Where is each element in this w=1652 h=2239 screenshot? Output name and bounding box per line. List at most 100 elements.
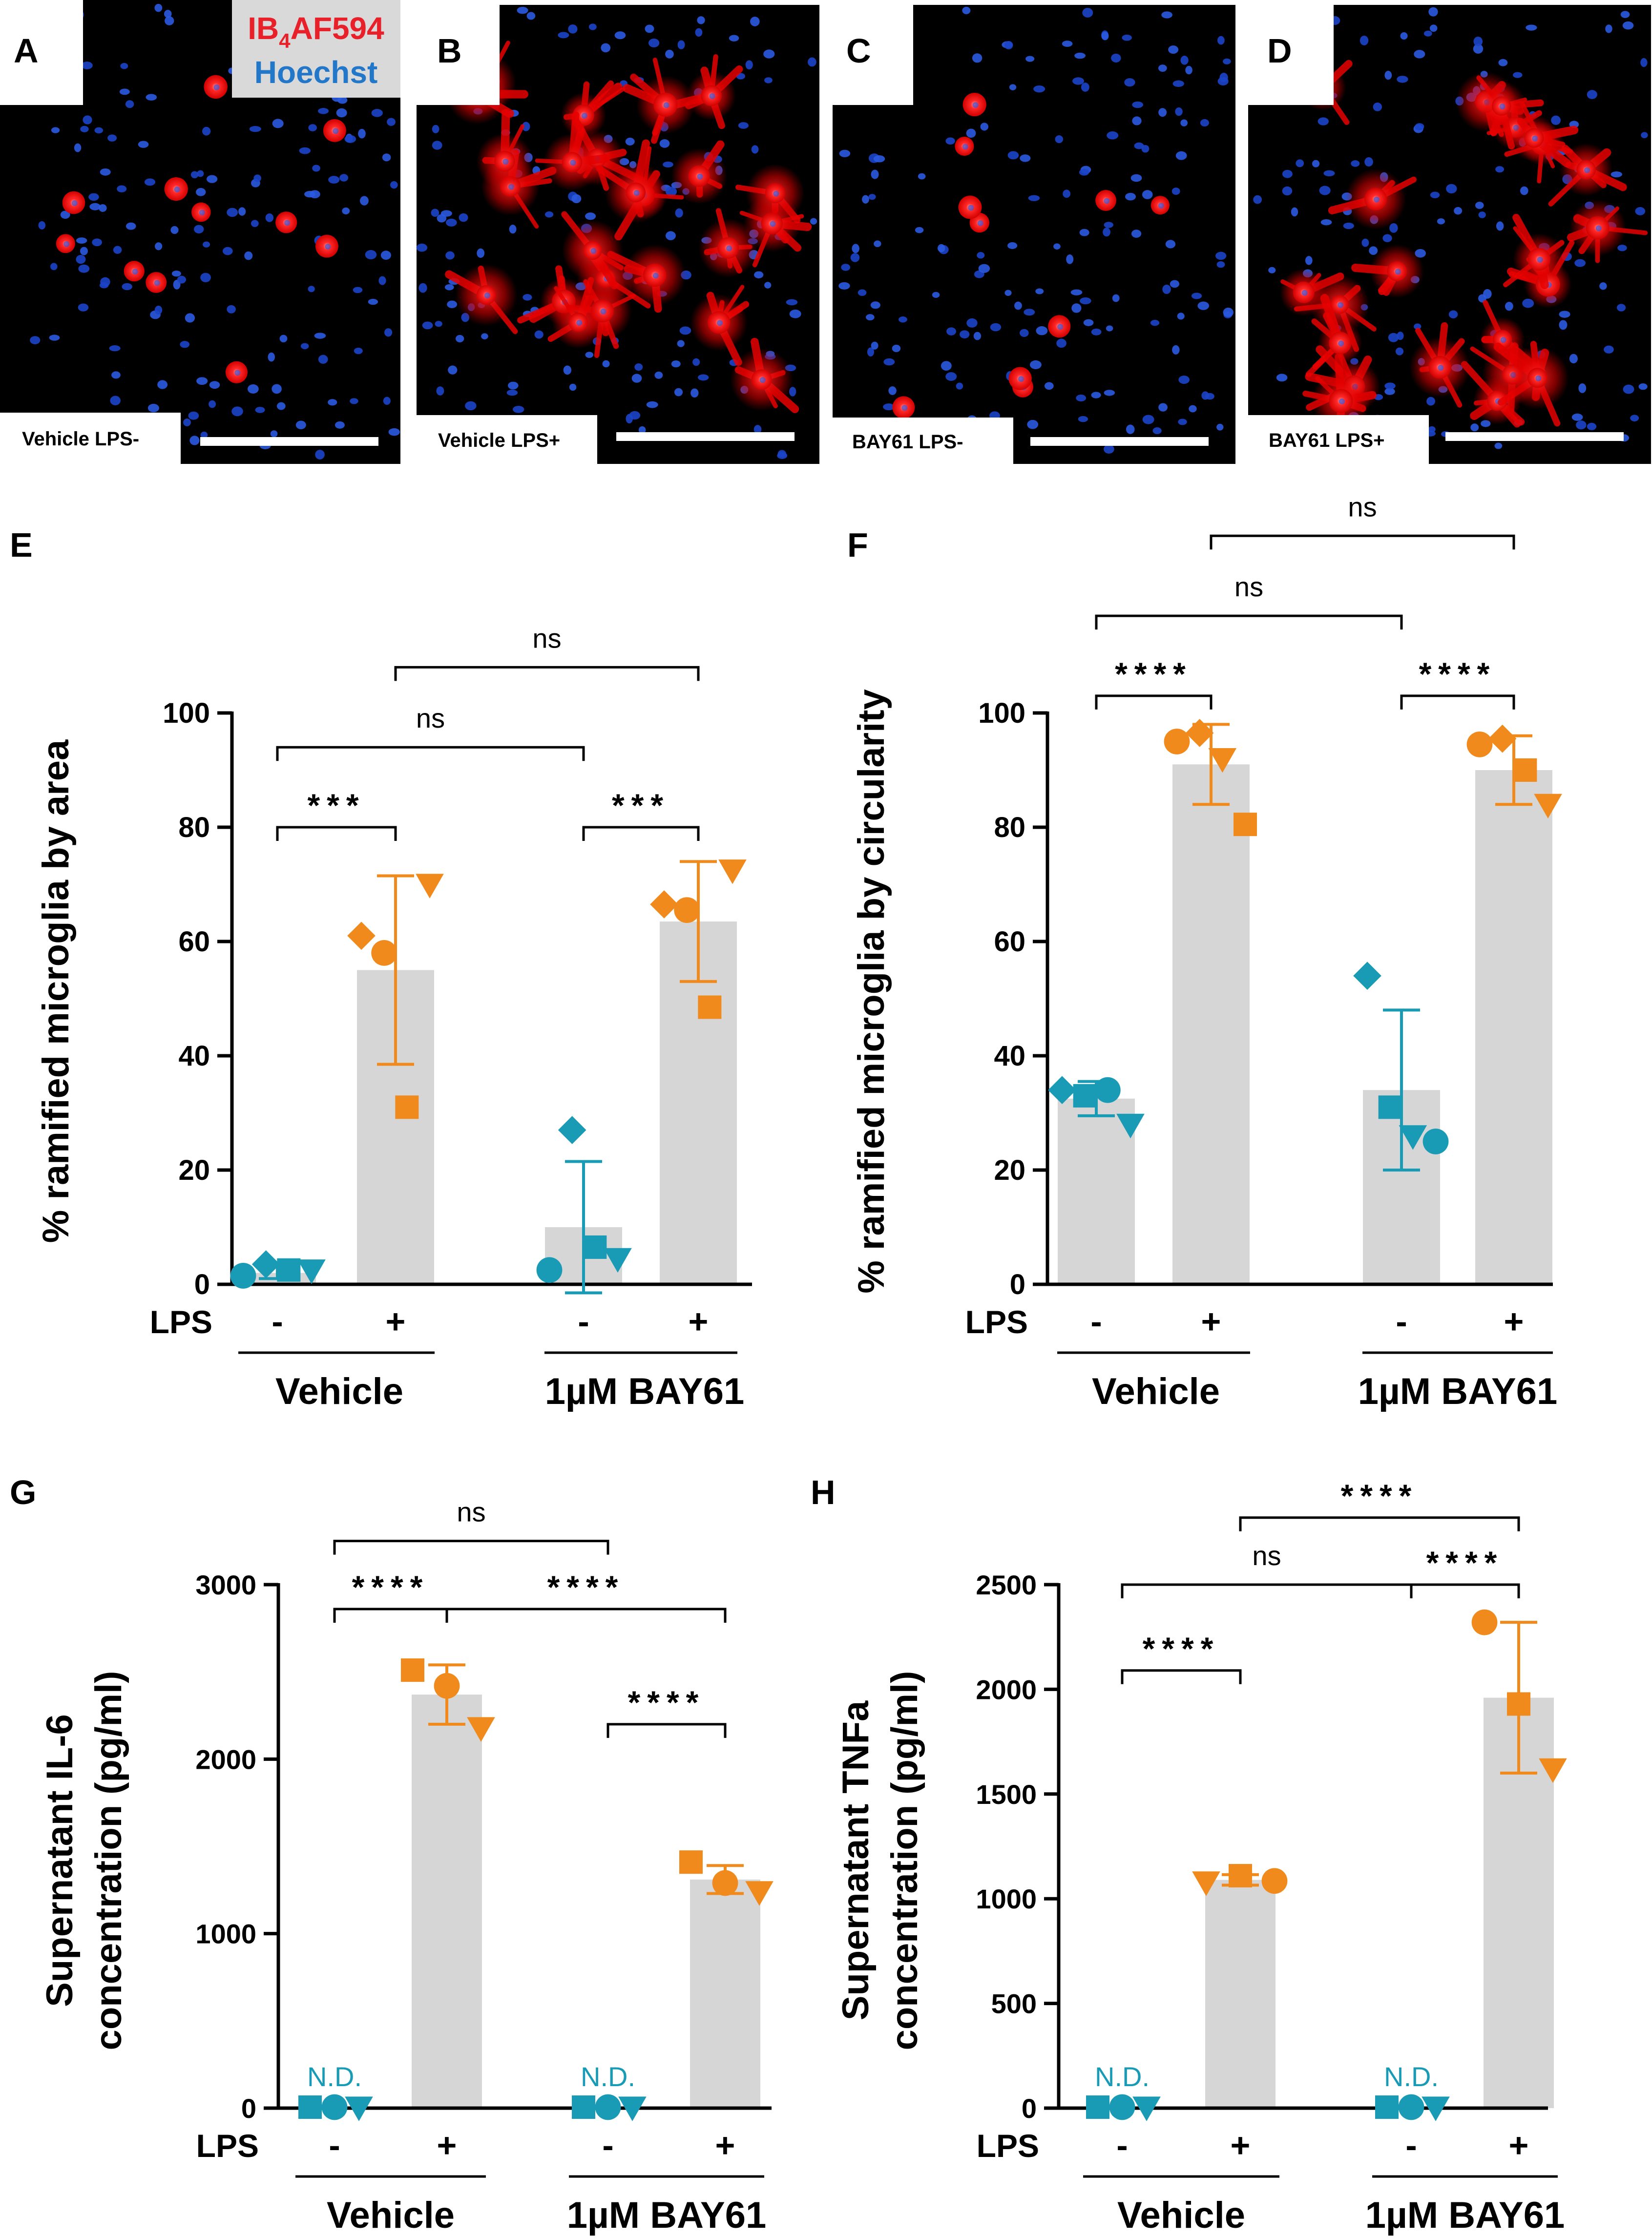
- nucleus: [76, 254, 86, 264]
- microglia-cell: [1510, 114, 1579, 167]
- nucleus: [1071, 303, 1082, 313]
- cell-nucleus: [234, 370, 241, 376]
- nucleus: [308, 124, 317, 131]
- nucleus: [154, 305, 163, 314]
- nucleus: [312, 165, 320, 172]
- nucleus: [1180, 119, 1188, 126]
- y-tick-label: 0: [241, 2093, 256, 2124]
- nucleus: [436, 386, 444, 396]
- data-point-circle: [1466, 731, 1493, 757]
- nucleus: [431, 209, 439, 217]
- nucleus: [83, 115, 92, 125]
- data-point-circle: [1094, 1077, 1121, 1103]
- cell-nucleus: [174, 187, 180, 193]
- cell-nucleus: [576, 319, 583, 326]
- data-point-triangle: [467, 1717, 495, 1742]
- nuclei-layer: [836, 6, 1234, 454]
- lps-sign: +: [1504, 1302, 1524, 1340]
- significance-bracket: ns: [1121, 1540, 1413, 1598]
- nucleus: [1617, 245, 1627, 251]
- panel-label-c: C: [846, 32, 871, 70]
- nucleus: [1423, 30, 1432, 37]
- data-point-circle: [371, 940, 397, 966]
- nucleus: [675, 208, 683, 218]
- significance-label: ****: [1426, 1545, 1504, 1581]
- significance-label: ****: [1341, 1478, 1419, 1514]
- nucleus: [1551, 115, 1561, 125]
- nucleus: [1055, 135, 1064, 144]
- nucleus: [602, 360, 610, 368]
- microglia-cell: [561, 211, 624, 290]
- nucleus: [1483, 289, 1492, 299]
- microglia-cell: [124, 261, 145, 282]
- nucleus: [335, 421, 345, 429]
- nucleus: [1172, 80, 1184, 87]
- nucleus: [446, 218, 457, 227]
- nucleus: [977, 252, 985, 259]
- nucleus: [1622, 21, 1634, 30]
- nucleus: [1574, 259, 1586, 267]
- nucleus: [1616, 304, 1626, 312]
- nucleus: [272, 384, 282, 394]
- nucleus: [867, 347, 875, 356]
- nucleus: [1141, 145, 1150, 153]
- nucleus: [1373, 103, 1382, 111]
- nucleus: [1389, 223, 1398, 233]
- nucleus: [337, 96, 348, 104]
- nucleus: [314, 333, 326, 339]
- nucleus: [972, 53, 983, 63]
- scale-bar: [1445, 432, 1624, 441]
- microglia-cell: [1328, 168, 1417, 230]
- nucleus: [88, 193, 99, 201]
- significance-bracket: ****: [1410, 1545, 1520, 1598]
- nucleus: [365, 250, 377, 260]
- scale-bar: [200, 437, 378, 446]
- nucleus: [1429, 24, 1438, 32]
- significance-label: ****: [1143, 1631, 1220, 1667]
- nucleus: [339, 174, 349, 182]
- nucleus: [1635, 207, 1646, 215]
- nucleus: [119, 88, 130, 95]
- nucleus: [665, 49, 674, 59]
- data-point-square: [401, 1658, 424, 1682]
- nucleus: [268, 352, 275, 362]
- stain-legend-box: [232, 0, 400, 98]
- nucleus: [38, 221, 46, 230]
- significance-label: ****: [628, 1684, 706, 1720]
- lps-sign: -: [1116, 2126, 1128, 2164]
- error-bar: [680, 860, 717, 983]
- nucleus: [1158, 403, 1168, 412]
- cell-nucleus: [1018, 376, 1025, 382]
- nucleus: [883, 358, 895, 366]
- nucleus: [523, 294, 532, 301]
- nucleus: [506, 389, 518, 396]
- y-tick-label: 100: [978, 697, 1025, 729]
- nucleus: [698, 374, 709, 381]
- nucleus: [255, 407, 265, 413]
- nucleus: [1175, 107, 1183, 116]
- nucleus: [522, 122, 530, 131]
- microglia-cell: [1048, 315, 1071, 338]
- nucleus: [1078, 416, 1088, 422]
- lps-sign: +: [689, 1302, 709, 1340]
- nucleus: [786, 299, 798, 306]
- nucleus: [253, 174, 261, 182]
- nucleus: [80, 126, 89, 132]
- nucleus: [588, 23, 597, 30]
- cell-nucleus: [633, 190, 640, 196]
- nucleus: [1559, 320, 1568, 330]
- microglia-cell: [1008, 367, 1032, 390]
- microglia-cell: [1567, 199, 1648, 263]
- nucleus: [1282, 186, 1293, 196]
- nucleus: [517, 6, 528, 14]
- nucleus: [360, 196, 369, 206]
- cell-nucleus: [154, 280, 160, 286]
- nucleus: [1066, 254, 1074, 264]
- nucleus: [432, 125, 439, 133]
- nucleus: [238, 207, 246, 216]
- nucleus: [265, 213, 274, 222]
- nucleus: [1571, 413, 1583, 421]
- data-point-diamond: [1185, 719, 1214, 747]
- nucleus: [1475, 202, 1484, 209]
- nucleus: [1223, 58, 1231, 64]
